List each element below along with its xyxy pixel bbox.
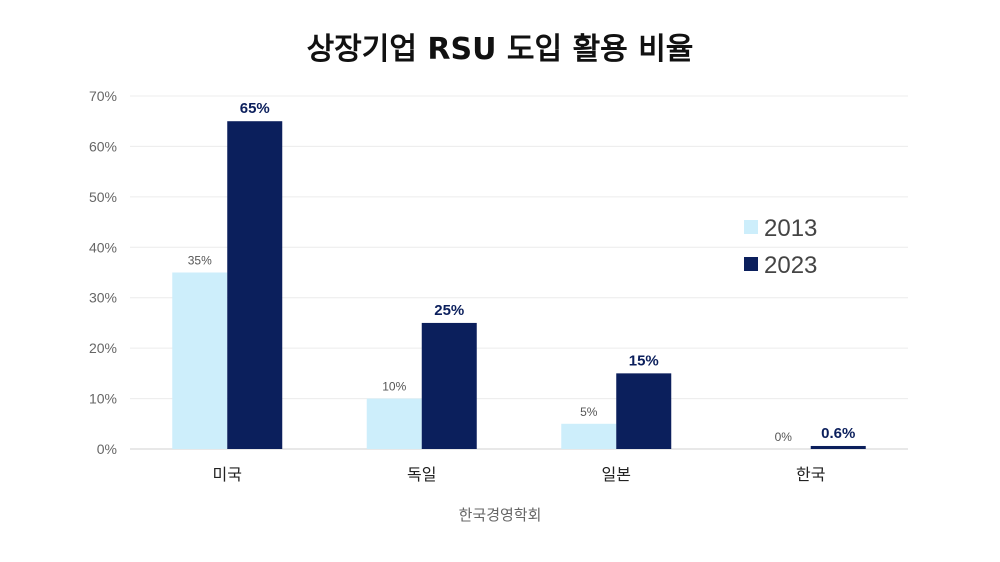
data-label: 0% xyxy=(775,430,793,444)
data-label: 15% xyxy=(629,352,659,369)
legend-swatch xyxy=(744,257,758,271)
y-tick-label: 0% xyxy=(97,441,117,457)
legend-swatch xyxy=(744,220,758,234)
bar-labels: 35% 65% 10% 25% 5% 15% 0% 0.6% xyxy=(188,100,856,444)
y-tick-label: 70% xyxy=(89,88,117,104)
legend-label: 2013 xyxy=(764,215,817,242)
data-label: 65% xyxy=(240,100,270,117)
x-category-label: 미국 xyxy=(213,465,242,484)
y-axis: 0% 10% 20% 30% 40% 50% 60% 70% xyxy=(89,88,117,457)
x-category-label: 독일 xyxy=(407,465,436,484)
data-label: 10% xyxy=(382,380,406,394)
y-tick-label: 30% xyxy=(89,290,117,306)
x-category-label: 일본 xyxy=(602,465,631,484)
bar-2013-0 xyxy=(172,272,228,449)
data-label: 35% xyxy=(188,254,212,268)
bar-2023-0 xyxy=(227,121,283,449)
y-tick-label: 20% xyxy=(89,340,117,356)
bar-2023-3 xyxy=(810,445,866,449)
x-category-label: 한국 xyxy=(796,465,825,484)
bars xyxy=(172,121,866,449)
data-label: 0.6% xyxy=(821,425,855,442)
chart-title: 상장기업 RSU 도입 활용 비율 xyxy=(307,32,694,67)
legend: 2013 2023 xyxy=(744,215,817,279)
bar-2023-2 xyxy=(616,373,672,449)
x-axis: 미국 독일 일본 한국 xyxy=(213,465,826,484)
y-tick-label: 50% xyxy=(89,189,117,205)
y-tick-label: 60% xyxy=(89,138,117,154)
y-tick-label: 10% xyxy=(89,391,117,407)
bar-2023-1 xyxy=(421,322,477,449)
source-label: 한국경영학회 xyxy=(459,506,542,524)
bar-2013-1 xyxy=(366,398,422,449)
bar-2013-2 xyxy=(561,423,617,449)
data-label: 25% xyxy=(434,302,464,319)
legend-label: 2023 xyxy=(764,252,817,279)
data-label: 5% xyxy=(580,405,598,419)
y-tick-label: 40% xyxy=(89,239,117,255)
